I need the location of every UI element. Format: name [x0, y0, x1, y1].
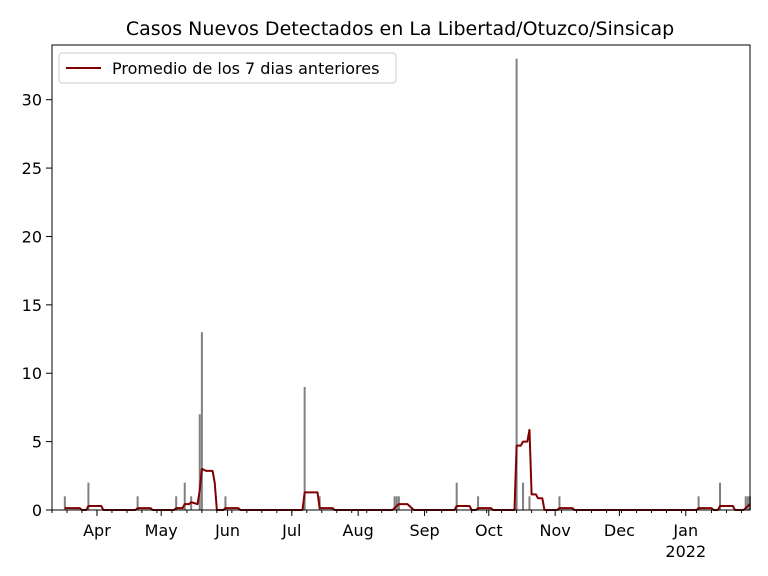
bar-8: [224, 496, 227, 510]
chart-title: Casos Nuevos Detectados en La Libertad/O…: [126, 18, 674, 40]
x-tick-label-3: Jul: [281, 521, 301, 540]
y-tick-label-0: 0: [32, 501, 42, 520]
bar-12: [395, 496, 398, 510]
y-tick-label-2: 10: [22, 364, 42, 383]
bar-3: [175, 496, 178, 510]
y-tick-label-3: 15: [22, 296, 42, 315]
bar-7: [200, 332, 203, 510]
bar-15: [477, 496, 480, 510]
bar-18: [528, 496, 531, 510]
bar-6: [198, 414, 201, 510]
bar-23: [746, 496, 749, 510]
line-series-layer: [64, 428, 751, 511]
bar-21: [719, 482, 722, 510]
bar-22: [744, 496, 747, 510]
bar-9: [303, 386, 306, 510]
x-tick-sublabel-9: 2022: [665, 542, 706, 561]
x-tick-label-7: Nov: [540, 521, 571, 540]
x-tick-label-9: Jan: [672, 521, 698, 540]
bar-0: [63, 496, 66, 510]
x-tick-label-0: Apr: [83, 521, 111, 540]
bar-20: [697, 496, 700, 510]
bar-4: [183, 482, 186, 510]
x-tick-label-5: Sep: [409, 521, 439, 540]
bar-19: [558, 496, 561, 510]
legend-label-average: Promedio de los 7 dias anteriores: [112, 59, 379, 78]
y-tick-label-1: 5: [32, 433, 42, 452]
x-tick-label-4: Aug: [343, 521, 374, 540]
bar-14: [455, 482, 458, 510]
x-tick-label-2: Jun: [214, 521, 240, 540]
series-line-average: [64, 428, 751, 511]
bar-2: [136, 496, 139, 510]
bar-11: [393, 496, 396, 510]
y-tick-label-6: 30: [22, 91, 42, 110]
plot-frame: [51, 44, 751, 511]
bar-1: [87, 482, 90, 510]
x-axis: Apr May Jun Jul Aug Sep Oct Nov Dec Jan 2022: [51, 510, 742, 561]
y-axis: 0 5 10 15 20 25 30: [22, 91, 52, 520]
y-tick-label-5: 25: [22, 159, 42, 178]
legend-box: [58, 52, 397, 84]
bar-17: [522, 482, 525, 510]
x-tick-label-6: Oct: [475, 521, 503, 540]
bar-16: [515, 58, 518, 511]
legend: Promedio de los 7 dias anteriores: [58, 52, 397, 84]
y-tick-label-4: 20: [22, 227, 42, 246]
x-tick-label-8: Dec: [604, 521, 635, 540]
x-tick-label-1: May: [145, 521, 178, 540]
